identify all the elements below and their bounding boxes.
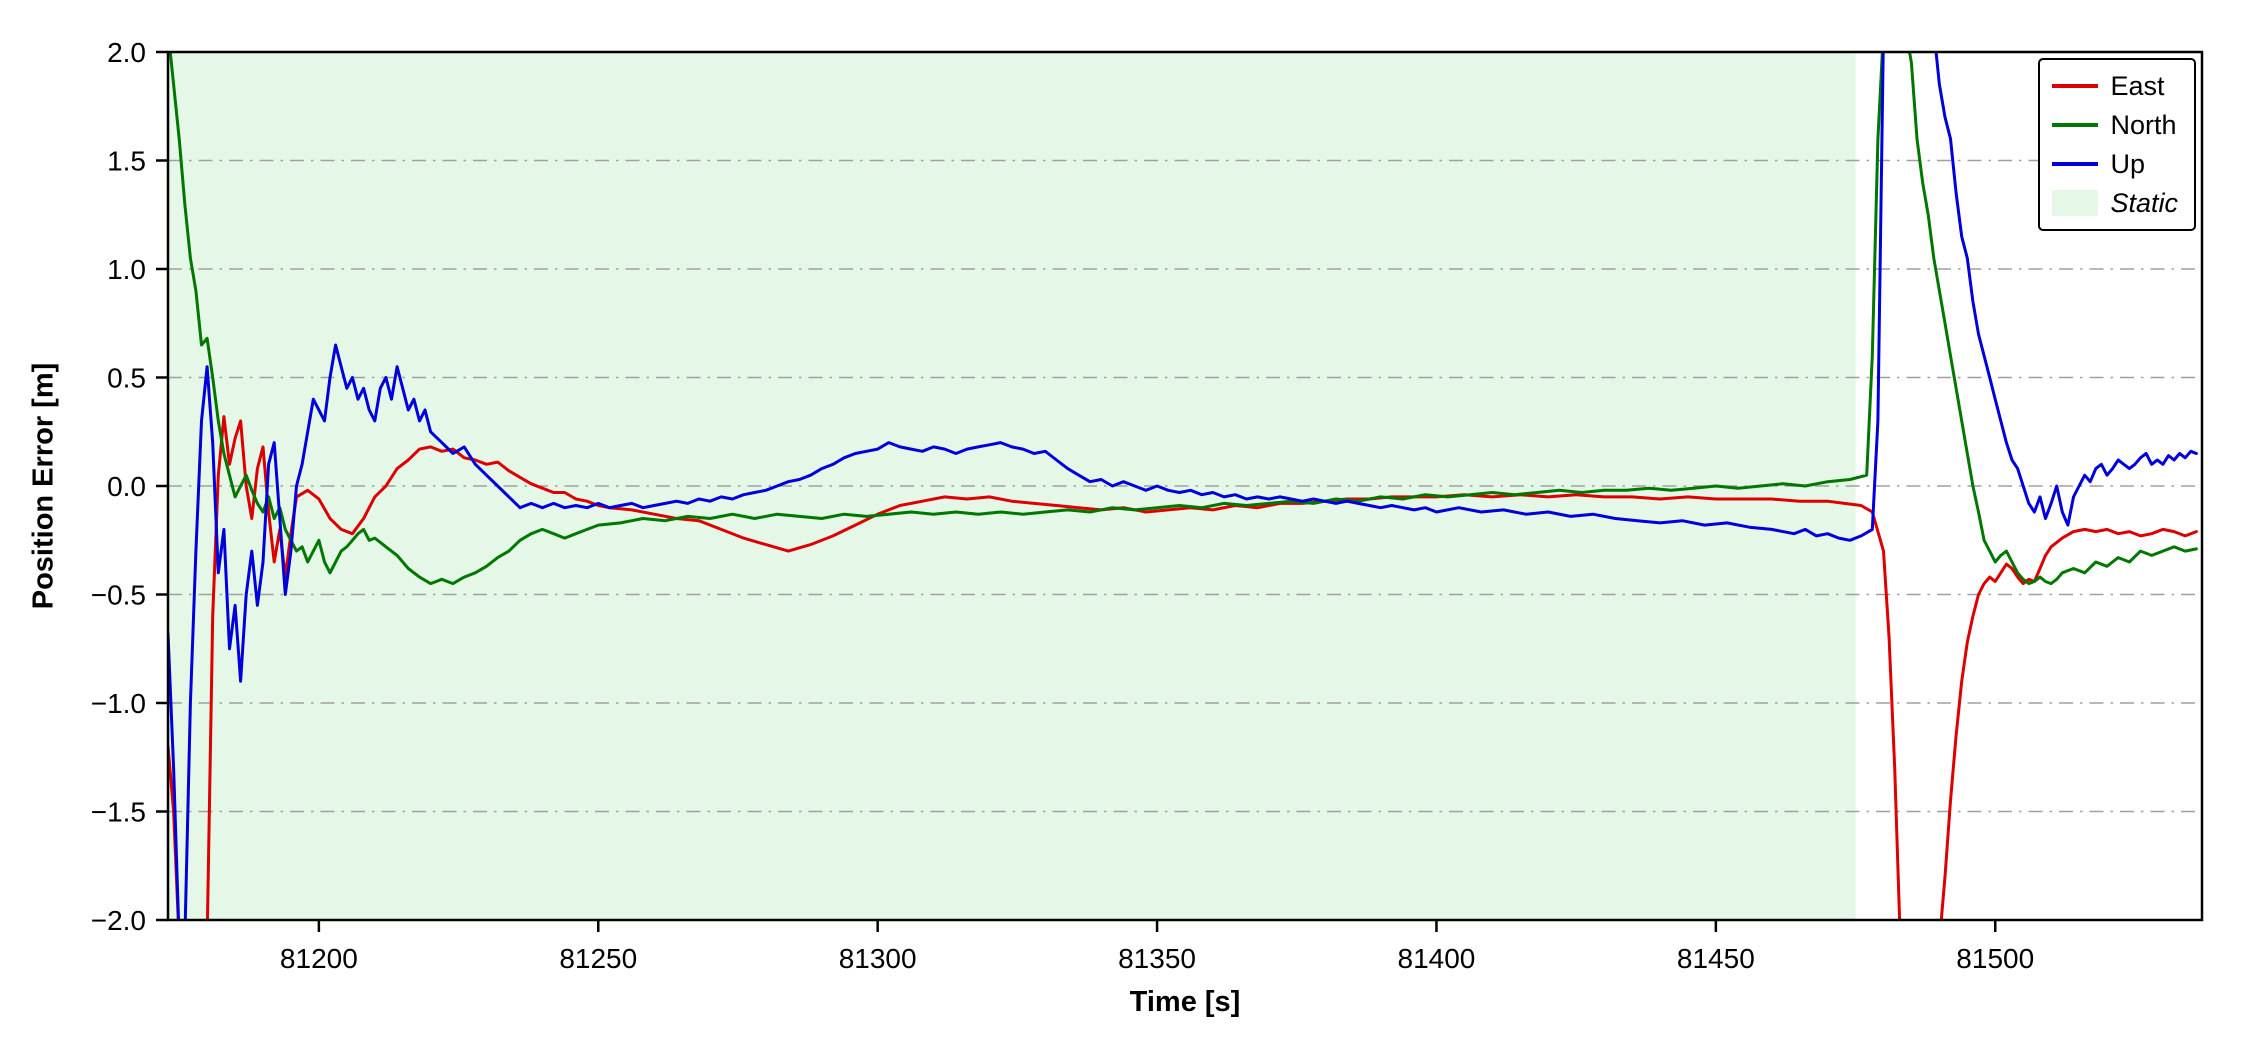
- series-line-north: [168, 52, 2198, 586]
- series-line-up: [168, 52, 2198, 920]
- y-tick-label: −1.0: [91, 688, 146, 719]
- y-tick-label: 1.0: [107, 254, 146, 285]
- legend-item-static: Static: [2052, 185, 2178, 221]
- x-tick-label: 81300: [839, 943, 917, 974]
- y-tick-label: −0.5: [91, 580, 146, 611]
- y-tick-label: 0.5: [107, 363, 146, 394]
- north-line-swatch: [2052, 123, 2099, 127]
- legend: East North Up Static: [2038, 58, 2196, 231]
- legend-label-static: Static: [2110, 187, 2178, 218]
- y-tick-label: −1.5: [91, 797, 146, 828]
- x-tick-label: 81250: [559, 943, 637, 974]
- x-tick-label: 81400: [1398, 943, 1476, 974]
- y-tick-label: −2.0: [91, 905, 146, 936]
- legend-item-north: North: [2052, 107, 2178, 143]
- x-tick-label: 81450: [1677, 943, 1755, 974]
- x-axis-label: Time [s]: [1129, 986, 1241, 1018]
- legend-label-east: East: [2110, 70, 2165, 101]
- x-tick-label: 81350: [1118, 943, 1196, 974]
- x-tick-label: 81200: [280, 943, 358, 974]
- east-line-swatch: [2052, 84, 2099, 88]
- legend-label-up: Up: [2110, 148, 2145, 179]
- up-line-swatch: [2052, 162, 2099, 166]
- legend-item-east: East: [2052, 68, 2178, 104]
- y-tick-label: 2.0: [107, 37, 146, 68]
- x-tick-label: 81500: [1956, 943, 2034, 974]
- y-tick-label: 1.5: [107, 146, 146, 177]
- legend-label-north: North: [2110, 109, 2177, 140]
- y-tick-label: 0.0: [107, 471, 146, 502]
- legend-item-up: Up: [2052, 146, 2178, 182]
- y-axis-label: Position Error [m]: [27, 362, 60, 610]
- static-patch-swatch: [2052, 190, 2099, 216]
